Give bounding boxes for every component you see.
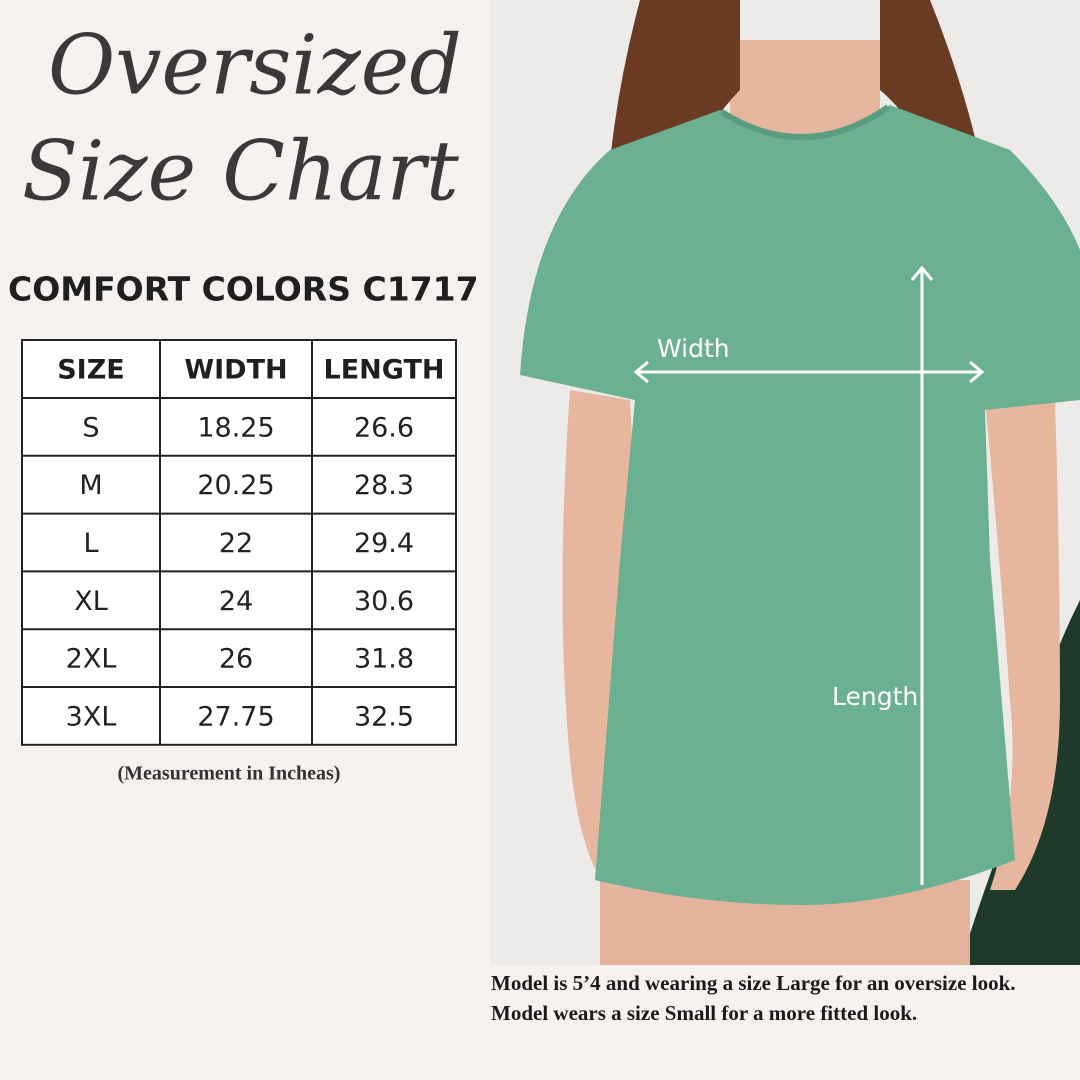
note: (Measurement in Incheas) [118,763,341,785]
table-cell: 27.75 [197,701,274,732]
column-header: SIZE [57,355,125,386]
width-label: Width [657,334,730,363]
table-cell: S [82,412,99,443]
length-arrow [910,265,934,885]
table-bg [21,339,457,746]
table-cell: 24 [219,586,253,617]
table-cell: 20.25 [197,470,274,501]
length-label: Length [832,682,918,711]
neck [730,40,880,135]
title-line: Size Chart [22,125,460,220]
title-line: Oversized [48,19,462,114]
table-cell: M [79,470,102,501]
table-cell: 22 [219,528,253,559]
caption-bg [490,965,1080,1080]
table-cell: 28.3 [354,470,414,501]
column-header: LENGTH [324,355,445,386]
table-cell: XL [74,586,108,617]
table-cell: 30.6 [354,586,414,617]
table-cell: 2XL [66,644,117,675]
table-cell: 26.6 [354,412,414,443]
caption-line: Model is 5’4 and wearing a size Large fo… [491,971,1016,995]
width-arrow [633,360,985,384]
column-header: WIDTH [184,355,287,386]
table-cell: 3XL [66,701,117,732]
table-cell: 18.25 [197,412,274,443]
shirt [520,105,1080,905]
size-table: SIZE WIDTH LENGTH S 18.25 26.6 M 20.25 28.3 L 22 29… [21,339,457,746]
caption-line: Model wears a size Small for a more fitt… [491,1001,917,1025]
table-cell: L [83,528,98,559]
table-cell: 29.4 [354,528,414,559]
table-cell: 31.8 [354,644,414,675]
right-arm [985,400,1060,890]
table-cell: 26 [219,644,253,675]
subtitle: COMFORT COLORS C1717 [8,270,479,309]
collar [720,104,890,141]
table-cell: 32.5 [354,701,414,732]
